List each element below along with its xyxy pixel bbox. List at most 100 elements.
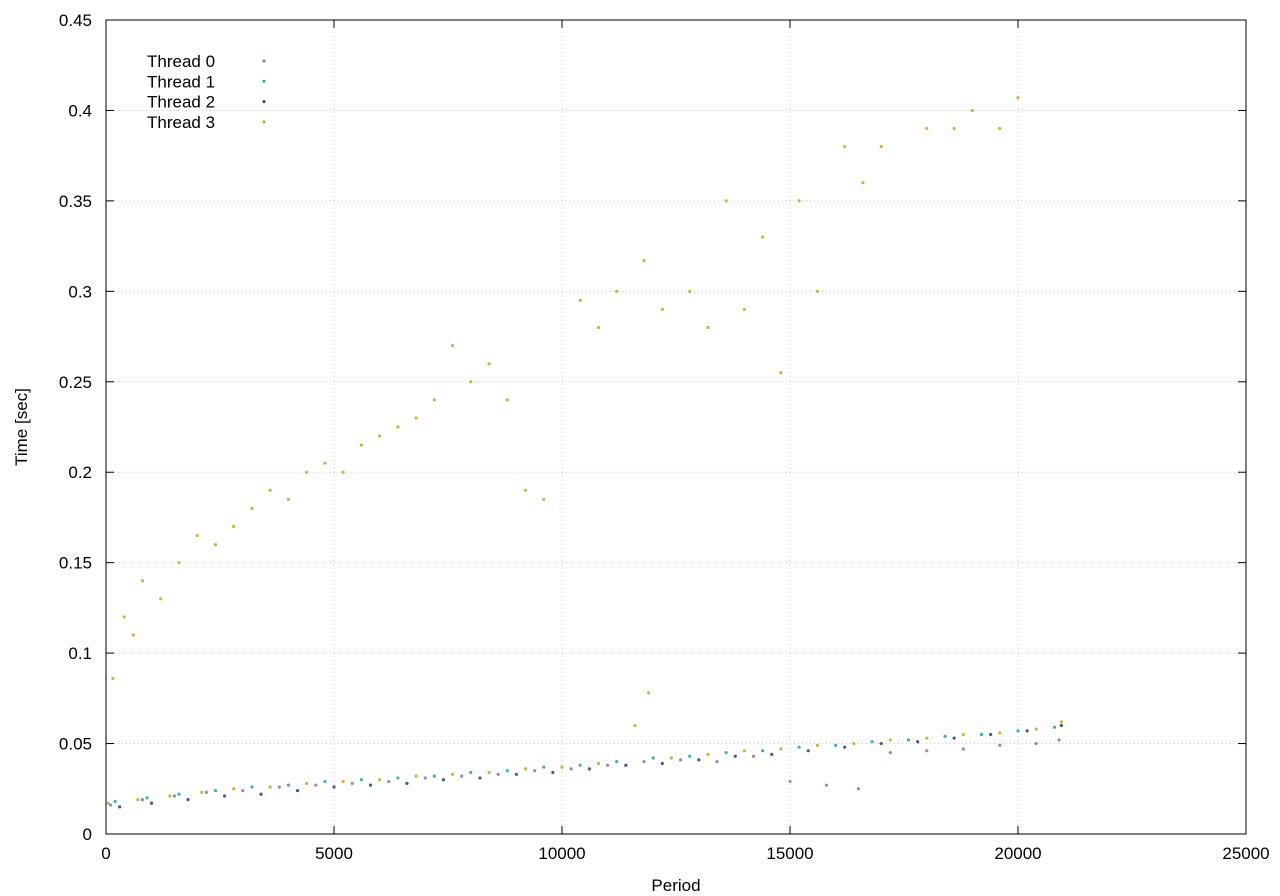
series-1-point	[113, 799, 117, 804]
series-2-point	[478, 776, 482, 780]
series-0-point	[277, 785, 281, 789]
series-1-point	[761, 749, 765, 753]
outlier-point	[615, 289, 619, 293]
outlier-point	[998, 126, 1002, 131]
series-1-point	[213, 788, 218, 793]
series-1-point	[688, 754, 692, 758]
series-3-point	[341, 779, 345, 784]
outlier-point	[879, 145, 883, 149]
outlier-point	[779, 371, 783, 375]
x-tick-label: 20000	[994, 844, 1041, 863]
outlier-point	[286, 497, 290, 501]
series-0-point	[350, 781, 354, 785]
outlier-point	[305, 470, 309, 474]
series-2-point	[806, 749, 810, 753]
series-1-point	[177, 792, 181, 796]
series-3-point	[925, 736, 929, 740]
series-3-point	[596, 761, 601, 766]
series-2-point	[551, 770, 555, 775]
series-2-point	[186, 798, 190, 802]
series-1-point	[1052, 725, 1057, 729]
series-0-point	[387, 779, 391, 784]
series-3-point	[560, 765, 564, 769]
series-3-point	[487, 770, 491, 775]
y-tick-label: 0	[83, 825, 92, 844]
series-2-point	[843, 745, 847, 749]
outlier-point	[469, 380, 473, 384]
series-1-point	[979, 732, 984, 737]
outlier-point	[542, 497, 546, 501]
y-tick-label: 0.3	[68, 282, 92, 301]
x-tick-label: 0	[101, 844, 110, 863]
series-1-point	[1016, 729, 1020, 733]
outlier-point	[925, 126, 929, 131]
series-3-point	[706, 752, 710, 757]
series-1-point	[578, 763, 582, 767]
outlier-point	[578, 298, 582, 302]
series-0-point	[888, 751, 892, 755]
series-1-point	[870, 740, 874, 744]
series-1-point	[651, 756, 655, 760]
series-0-point	[925, 749, 929, 753]
y-tick-label: 0.25	[59, 373, 92, 392]
outlier-point	[952, 126, 956, 131]
outlier-point	[195, 533, 199, 538]
outlier-point	[487, 362, 491, 366]
series-1-point	[834, 743, 838, 747]
series-3-point	[450, 772, 455, 776]
tick-labels: 0 5000 10000 15000 20000 25000 0 0.05 0.1 0.15 0.2…	[59, 11, 1270, 863]
series-1-point	[145, 796, 149, 800]
x-tick-label: 15000	[766, 844, 813, 863]
y-tick-label: 0.35	[59, 192, 92, 211]
outlier-point	[414, 416, 418, 420]
grid	[106, 20, 1246, 834]
y-axis-title: Time [sec]	[12, 388, 31, 466]
series-2-point	[624, 763, 628, 767]
series-3-point	[633, 723, 637, 728]
series-3-point	[106, 801, 110, 805]
series-0-point	[678, 758, 683, 762]
series-0-point	[788, 779, 792, 784]
outlier-point	[843, 145, 847, 149]
series-3-point	[378, 778, 382, 782]
series-1-point	[943, 734, 947, 738]
outlier-point	[341, 470, 345, 474]
series-0-point	[569, 767, 573, 771]
legend-marker	[262, 120, 266, 124]
series-1-point	[469, 770, 473, 775]
series-0-point	[961, 747, 965, 751]
series-1-point	[505, 769, 509, 773]
data-points	[106, 96, 1063, 809]
legend-label: Thread 0	[147, 52, 215, 71]
axis-ticks	[105, 19, 1247, 835]
series-3-point	[742, 749, 747, 753]
outlier-point	[642, 258, 646, 263]
series-1-point	[286, 783, 290, 787]
series-2-point	[150, 801, 154, 805]
series-1-point	[542, 765, 546, 769]
series-3-point	[669, 756, 674, 760]
series-0-point	[998, 743, 1002, 747]
legend-marker	[262, 79, 266, 83]
outlier-point	[177, 561, 181, 565]
series-0-point	[314, 783, 318, 787]
series-2-point	[1025, 729, 1029, 733]
plot-frame	[105, 19, 1247, 835]
series-3-point	[414, 774, 418, 778]
outlier-point	[432, 398, 436, 402]
outlier-point	[159, 597, 163, 601]
outlier-point	[268, 488, 272, 492]
outlier-point	[742, 307, 747, 312]
outlier-point	[232, 524, 236, 529]
series-0-point	[533, 769, 537, 773]
series-3-point	[961, 732, 965, 737]
series-3-point	[168, 794, 172, 798]
legend-label: Thread 2	[147, 93, 215, 112]
series-1-point	[797, 745, 801, 749]
outlier-point	[131, 633, 135, 637]
series-2-point	[770, 752, 774, 757]
series-3-point	[1059, 720, 1063, 724]
outlier-point	[140, 579, 145, 583]
series-3-point	[305, 781, 309, 785]
series-0-point	[423, 776, 427, 780]
